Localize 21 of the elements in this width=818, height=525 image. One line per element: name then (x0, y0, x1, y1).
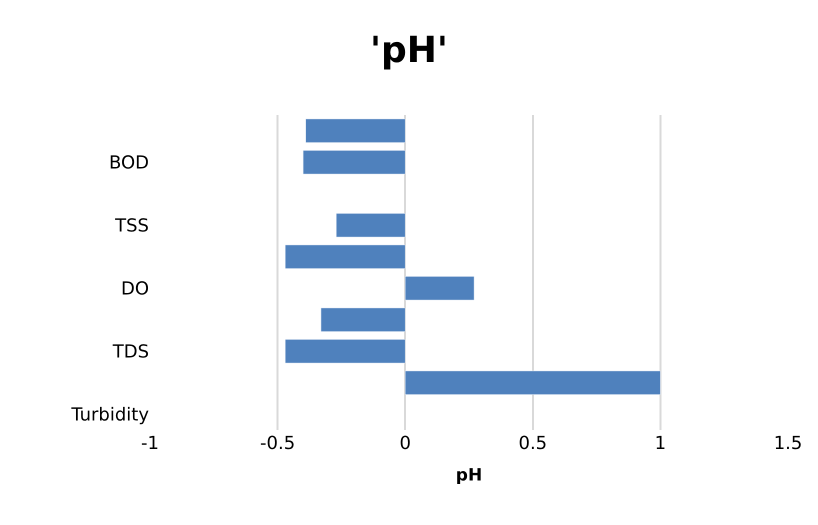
bar (404, 276, 474, 300)
y-tick-label: Turbidity (70, 404, 150, 426)
x-tick-label: 1 (654, 433, 666, 454)
bar (320, 308, 406, 332)
bar (305, 118, 406, 143)
x-tick-label: 0 (399, 433, 411, 454)
bar (336, 213, 406, 238)
bar (302, 150, 406, 174)
bar (285, 244, 406, 269)
x-tick-label: 0.5 (518, 433, 548, 454)
bar (404, 370, 661, 395)
chart-title: 'pH' (370, 30, 448, 71)
y-tick-label: TDS (112, 342, 149, 363)
x-axis-title: pH (456, 465, 482, 486)
x-tick-label: 1.5 (774, 433, 802, 454)
y-tick-label: DO (120, 278, 149, 300)
x-tick-label: -1 (141, 433, 159, 454)
y-tick-label: BOD (108, 152, 149, 174)
x-tick-label: -0.5 (260, 433, 296, 454)
y-tick-label: TSS (114, 216, 149, 237)
bar (285, 339, 406, 364)
